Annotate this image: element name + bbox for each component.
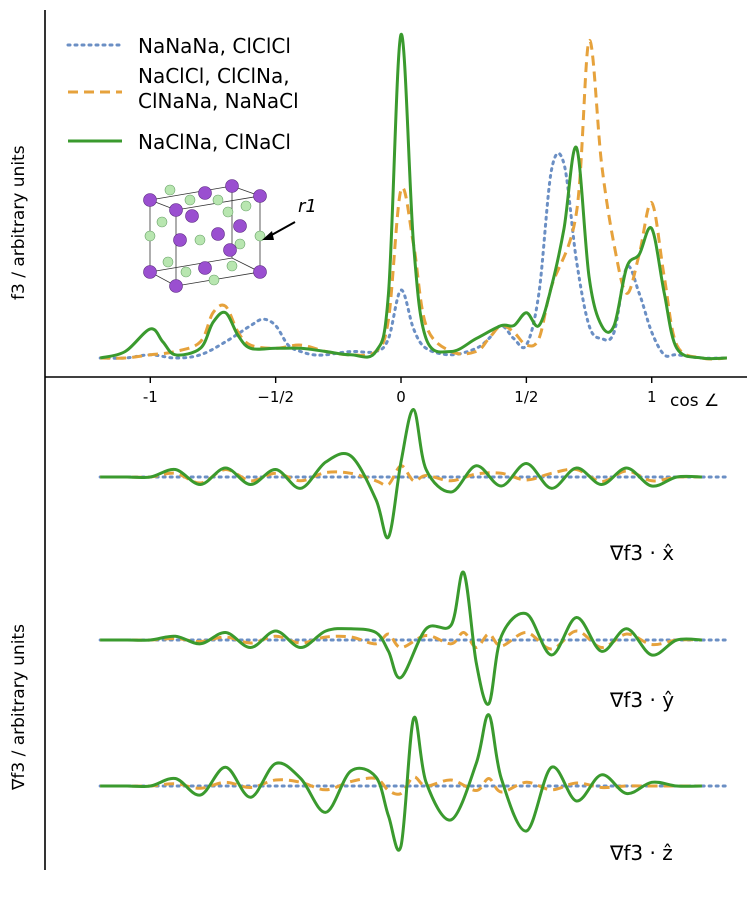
series-line-2 (99, 32, 727, 361)
cl-atom (164, 184, 176, 196)
cl-atom (208, 274, 220, 286)
na-atom (169, 203, 183, 217)
na-atom (253, 189, 267, 203)
legend-label-series-1: NaClCl, ClClNa, (138, 64, 290, 88)
cl-atom (162, 256, 174, 268)
bottom-y-axis-label: ∇f3 / arbitrary units (9, 624, 29, 791)
legend-label-series-1-line2: ClNaNa, NaNaCl (138, 89, 299, 113)
na-atom (223, 243, 237, 257)
na-atom (143, 193, 157, 207)
panel-label-x: ∇f3 · x̂ (609, 541, 674, 565)
cl-atom (144, 230, 156, 242)
na-atom (198, 186, 212, 200)
na-atom (211, 227, 225, 241)
cl-atom (226, 260, 238, 272)
cl-atom (240, 200, 252, 212)
legend: NaNaNa, ClClCl NaClCl, ClClNa, ClNaNa, N… (66, 34, 299, 154)
gradient-plots (98, 407, 729, 852)
cl-atom (180, 266, 192, 278)
cl-atom (184, 194, 196, 206)
r1-arrow-head (262, 231, 274, 240)
gradient-solid-line-0 (100, 407, 702, 540)
cl-atom (234, 238, 246, 250)
legend-label-series-2: NaClNa, ClNaCl (138, 130, 291, 154)
x-tick-label: -1 (143, 388, 158, 406)
cl-atom (212, 194, 224, 206)
na-atom (185, 209, 199, 223)
panel-label-z: ∇f3 · ẑ (609, 841, 673, 865)
cl-atom (156, 216, 168, 228)
cl-atom (222, 206, 234, 218)
top-y-axis-label: f3 / arbitrary units (9, 145, 29, 300)
na-atom (173, 233, 187, 247)
x-axis-label: cos ∠ (670, 391, 719, 411)
x-tick-label: 1/2 (514, 388, 538, 406)
cl-atom (194, 234, 206, 246)
legend-label-series-0: NaNaNa, ClClCl (138, 34, 291, 58)
na-atom (225, 179, 239, 193)
top-plot (98, 32, 729, 361)
na-atom (233, 219, 247, 233)
crystal-structure-inset: r1 (143, 179, 317, 293)
na-atom (143, 265, 157, 279)
x-tick-label: 0 (396, 388, 406, 406)
panel-label-y: ∇f3 · ŷ (609, 688, 674, 712)
gradient-solid-line-2 (100, 713, 702, 852)
cl-atom (254, 230, 266, 242)
gradient-solid-line-1 (100, 570, 702, 706)
na-atom (198, 261, 212, 275)
na-atom (253, 265, 267, 279)
x-tick-label: 1 (647, 388, 657, 406)
x-ticks: -1 −1/2 0 1/2 1 (143, 377, 657, 406)
r1-annotation: r1 (298, 196, 317, 217)
na-atom (169, 279, 183, 293)
x-tick-label: −1/2 (257, 388, 294, 406)
